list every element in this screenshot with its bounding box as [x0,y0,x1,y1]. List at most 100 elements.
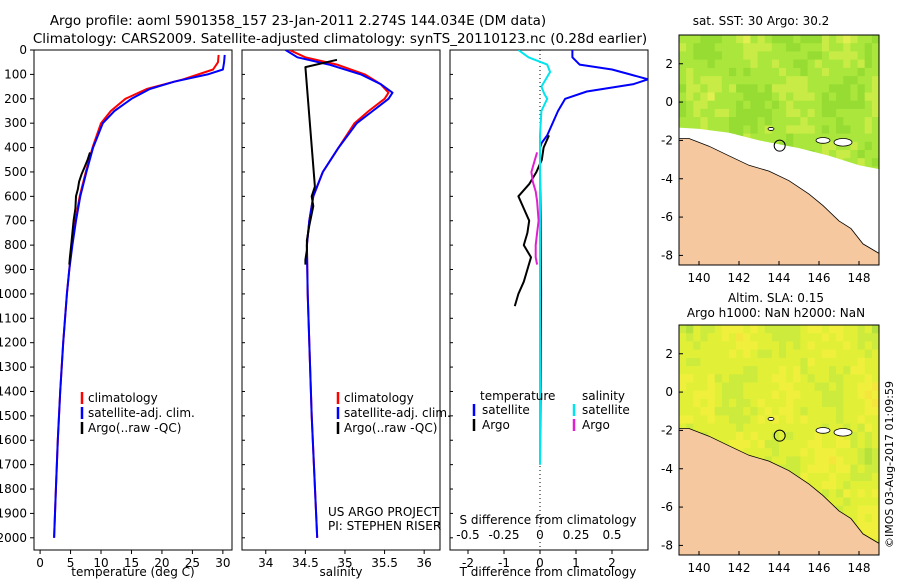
heatmap-cell [821,341,830,351]
heatmap-cell [786,456,794,466]
heatmap-cell [850,407,859,416]
heatmap-cell [850,125,859,135]
heatmap-cell [793,59,801,69]
heatmap-cell [707,374,716,384]
heatmap-cell [729,43,737,52]
heatmap-cell [871,59,879,69]
heatmap-cell [871,374,879,384]
heatmap-cell [679,92,687,102]
heatmap-cell [843,59,851,69]
heatmap-cell [743,440,751,449]
heatmap-cell [793,51,801,61]
heatmap-cell [736,423,744,433]
heatmap-cell [871,150,879,159]
heatmap-cell [721,76,730,85]
heatmap-cell [864,158,873,167]
heatmap-cell [686,100,694,110]
heatmap-cell [679,366,687,375]
heatmap-cell [829,67,837,77]
sst-map-panel: sat. SST: 30 Argo: 30.2 140 142 144 146 148 2… [661,14,880,285]
heatmap-cell [707,398,716,408]
heatmap-cell [814,472,823,482]
project-annotation: US ARGO PROJECT [328,505,440,519]
heatmap-cell [786,333,794,342]
heatmap-cell [814,481,823,490]
heatmap-cell [829,141,837,151]
heatmap-cell [721,349,730,359]
heatmap-cell [721,374,730,384]
heatmap-cell [800,464,809,474]
heatmap-cell [800,456,809,466]
heatmap-cell [864,472,873,482]
heatmap-cell [736,325,744,334]
t-difference-label: T difference from climatology [459,565,637,579]
depth-tick-label: 400 [4,141,27,155]
island [815,137,831,144]
heatmap-cell [743,390,751,400]
heatmap-cell [779,125,787,135]
heatmap-cell [800,76,809,85]
heatmap-cell [864,390,873,400]
heatmap-cell [857,158,866,167]
heatmap-cell [679,100,687,110]
depth-tick-label: 1800 [0,482,27,496]
heatmap-cell [764,92,773,102]
heatmap-cell [807,349,816,359]
heatmap-cell [807,141,816,151]
x-tick-label: -2 [462,556,474,570]
difference-series [513,50,648,465]
heatmap-cell [743,341,751,351]
heatmap-cell [707,407,716,416]
sla-map-panel: Altim. SLA: 0.15 Argo h1000: NaN h2000: … [661,291,880,575]
heatmap-cell [750,333,759,342]
heatmap-cell [871,530,879,540]
heatmap-cell [757,349,766,359]
heatmap-cell [736,125,744,135]
heatmap-cell [714,382,723,392]
heatmap-cell [800,366,809,375]
heatmap-cell [821,125,830,135]
heatmap-cell [721,431,730,441]
heatmap-cell [821,117,830,126]
heatmap-cell [857,150,866,159]
heatmap-cell [714,357,723,367]
heatmap-cell [836,349,844,359]
heatmap-cell [864,431,873,441]
heatmap-cell [821,382,830,392]
heatmap-cell [864,407,873,416]
heatmap-cell [857,325,866,334]
heatmap-cell [843,456,851,466]
heatmap-cell [864,59,873,69]
heatmap-cell [721,341,730,351]
heatmap-cell [800,341,809,351]
heatmap-cell [764,43,773,52]
heatmap-cell [729,440,737,449]
heatmap-cell [800,108,809,118]
heatmap-cell [714,349,723,359]
heatmap-cell [729,59,737,69]
heatmap-cell [679,341,687,351]
heatmap-cell [871,325,879,334]
sla-land [679,417,879,555]
heatmap-cell [714,423,723,433]
heatmap-cell [850,448,859,457]
heatmap-cell [800,84,809,94]
heatmap-cell [829,150,837,159]
heatmap-cell [679,51,687,61]
heatmap-cell [779,382,787,392]
heatmap-cell [836,382,844,392]
heatmap-cell [721,100,730,110]
heatmap-cell [800,407,809,416]
heatmap-cell [729,76,737,85]
heatmap-cell [814,415,823,425]
depth-tick-label: 100 [4,67,27,81]
heatmap-cell [864,497,873,507]
s-tick-label: 0 [536,528,544,542]
heatmap-cell [843,374,851,384]
island [767,127,775,131]
heatmap-cell [836,505,844,515]
heatmap-cell [757,366,766,375]
heatmap-cell [829,357,837,367]
heatmap-cell [871,84,879,94]
